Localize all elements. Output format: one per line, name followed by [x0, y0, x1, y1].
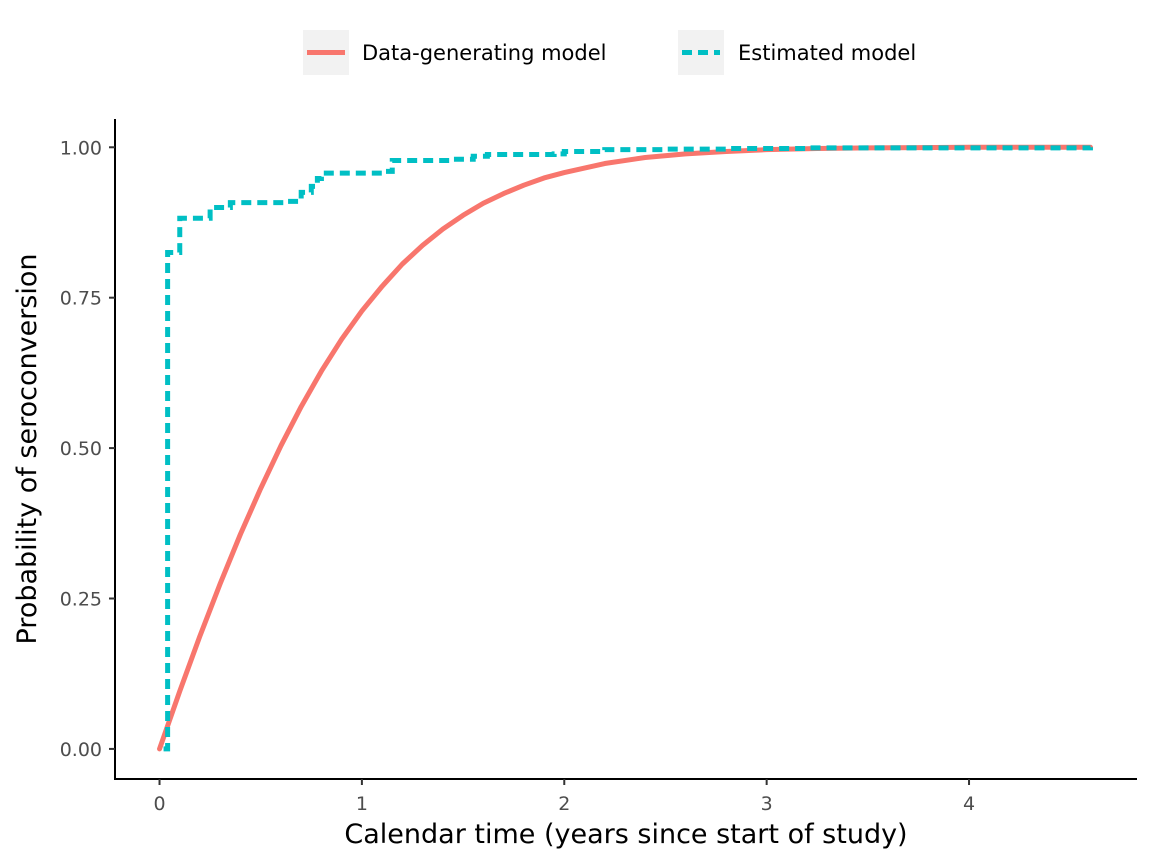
- y-tick-label: 0.25: [60, 589, 102, 611]
- x-tick-label: 2: [558, 793, 570, 815]
- legend-label-estimated: Estimated model: [738, 41, 916, 65]
- y-axis-title: Probability of seroconversion: [12, 254, 43, 645]
- x-ticks: 0 1 2 3 4: [153, 779, 975, 815]
- legend-entry-estimated: Estimated model: [678, 30, 916, 75]
- x-axis-title: Calendar time (years since start of stud…: [344, 819, 907, 850]
- legend-entry-data-generating: Data-generating model: [303, 30, 606, 75]
- legend: Data-generating model Estimated model: [303, 30, 916, 75]
- series-line-estimated: [163, 145, 1093, 752]
- y-tick-label: 0.00: [60, 739, 102, 761]
- series-line-data-generating: [157, 144, 1093, 752]
- x-tick-label: 1: [356, 793, 368, 815]
- x-tick-label: 4: [963, 793, 975, 815]
- x-tick-label: 0: [153, 793, 165, 815]
- y-tick-label: 1.00: [60, 137, 102, 159]
- legend-label-data-generating: Data-generating model: [362, 41, 606, 65]
- y-ticks: 0.00 0.25 0.50 0.75 1.00: [60, 137, 115, 761]
- y-tick-label: 0.75: [60, 288, 102, 310]
- x-tick-label: 3: [761, 793, 773, 815]
- plot-lines: [157, 144, 1093, 752]
- y-tick-label: 0.50: [60, 438, 102, 460]
